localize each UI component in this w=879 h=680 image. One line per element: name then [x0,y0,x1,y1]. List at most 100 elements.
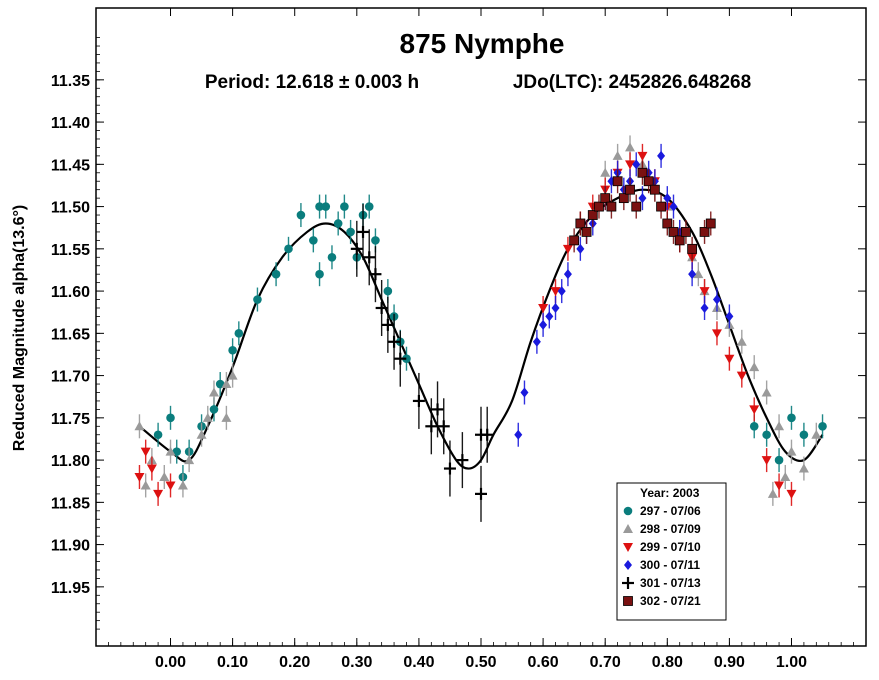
data-point [798,463,809,473]
legend-label: 302 - 07/21 [640,594,701,608]
data-point [425,420,438,433]
data-point [315,269,324,279]
data-point [215,379,225,389]
y-tick-label: 11.70 [51,369,90,386]
y-tick-label: 11.85 [51,495,90,512]
x-tick-label: 0.30 [341,654,372,671]
x-tick-label: 1.00 [776,654,807,671]
legend-label: 298 - 07/09 [640,522,701,536]
data-point [576,243,585,254]
data-point [177,480,188,490]
data-point [606,201,617,212]
x-tick-label: 0.80 [652,654,683,671]
data-point [208,387,219,397]
data-point [774,421,785,431]
data-point [443,462,456,475]
y-tick-label: 11.75 [51,411,90,428]
x-tick-label: 0.10 [217,654,248,671]
data-point [140,480,151,490]
data-point [637,167,648,178]
data-point [532,336,541,347]
legend-box [616,482,727,621]
legend-marker [623,596,633,606]
data-point [736,336,747,346]
data-point [712,294,721,305]
data-point [669,201,678,212]
data-point [668,227,679,237]
data-point [799,430,809,440]
data-point [296,210,306,220]
data-point [475,487,487,500]
legend-label: 300 - 07/11 [640,558,700,572]
x-tick-label: 0.70 [590,654,621,671]
data-point [587,210,598,220]
y-tick-label: 11.95 [51,580,90,597]
data-point [357,225,370,238]
data-point [165,446,176,456]
data-point [625,160,636,170]
data-point [456,454,469,467]
data-point [562,244,573,254]
data-point [657,150,666,161]
data-point [711,329,722,339]
x-tick-label: 0.60 [528,654,559,671]
data-point [412,394,425,407]
data-point [234,329,244,338]
y-axis-ticks: 11.35 11.40 11.45 11.50 11.55 11.60 11.65 11.70… [51,37,866,630]
data-point [369,268,382,281]
data-point [649,184,660,195]
data-point [402,354,411,363]
data-point [388,335,401,348]
y-tick-label: 11.80 [51,453,90,470]
data-point [140,447,151,457]
data-point [539,319,548,330]
data-point [780,471,791,481]
data-point [431,403,444,416]
data-point [153,489,164,499]
data-point [346,227,355,237]
data-point [551,302,560,313]
data-point [811,429,822,439]
legend-label: 299 - 07/10 [640,540,701,554]
data-point [538,303,549,313]
y-tick-label: 11.60 [51,284,90,301]
data-point [749,405,760,415]
data-point [159,471,170,481]
legend-marker [623,506,633,516]
data-point [350,242,363,255]
data-point [749,421,759,431]
x-tick-label: 0.50 [465,654,496,671]
data-point [394,352,407,365]
data-point [581,227,592,237]
y-tick-label: 11.50 [51,200,90,217]
x-tick-label: 0.40 [403,654,434,671]
data-point [383,286,393,296]
data-point [165,481,176,491]
legend-title: Year: 2003 [640,486,700,500]
legend-marker [624,560,632,570]
y-tick-label: 11.90 [51,538,90,555]
series-diamond [514,143,734,447]
data-point [787,413,796,423]
data-point [381,318,394,331]
data-point [643,176,654,187]
data-point [575,218,586,229]
plot-frame [95,7,867,647]
legend-label: 301 - 07/13 [640,576,701,590]
data-point [221,379,232,389]
data-point [520,387,529,398]
y-tick-label: 11.45 [51,157,90,174]
data-point [612,176,623,187]
data-point [166,413,175,423]
data-point [557,286,566,297]
data-point [761,456,772,466]
data-point [687,243,698,254]
data-point [481,428,494,441]
data-point [725,311,734,322]
data-point [327,252,337,262]
data-point [545,311,554,322]
data-point [172,447,182,456]
data-point [321,202,331,211]
x-tick-label: 0.90 [714,654,745,671]
data-point [637,151,648,161]
